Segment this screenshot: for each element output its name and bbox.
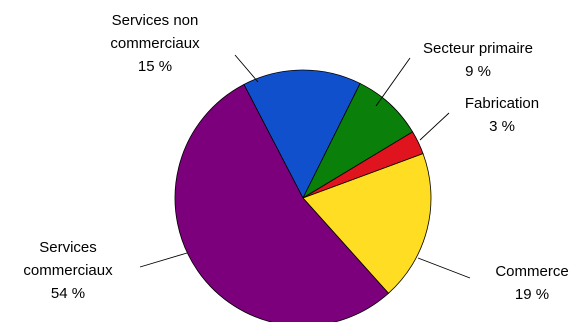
leader-line-1: [375, 57, 411, 107]
slice-value-label-4: 54 %: [51, 285, 85, 302]
slice-label-3: Commerce: [495, 263, 568, 280]
slice-label-0: commerciaux: [110, 35, 200, 52]
slice-labels: Services non commerciaux 15 % Secteur prima…: [23, 12, 568, 303]
leader-line-4: [139, 252, 188, 268]
pie-slice-0: [243, 69, 361, 199]
leader-line-3: [417, 257, 471, 279]
slice-label-2: Fabrication: [465, 95, 539, 112]
slice-value-label-2: 3 %: [489, 118, 515, 135]
slice-value-label-3: 19 %: [515, 286, 549, 303]
pie-slices: [174, 69, 432, 322]
slice-value-label-0: 15 %: [138, 58, 172, 75]
leader-lines: [139, 54, 471, 279]
pie-slice-3: [302, 153, 432, 294]
slice-label-0: Services non: [112, 12, 199, 29]
leader-line-2: [419, 112, 450, 141]
slice-value-label-1: 9 %: [465, 63, 491, 80]
leader-line-0: [234, 54, 259, 83]
slice-label-1: Secteur primaire: [423, 40, 533, 57]
slice-label-4: Services: [39, 239, 97, 256]
slice-label-4: commerciaux: [23, 262, 113, 279]
